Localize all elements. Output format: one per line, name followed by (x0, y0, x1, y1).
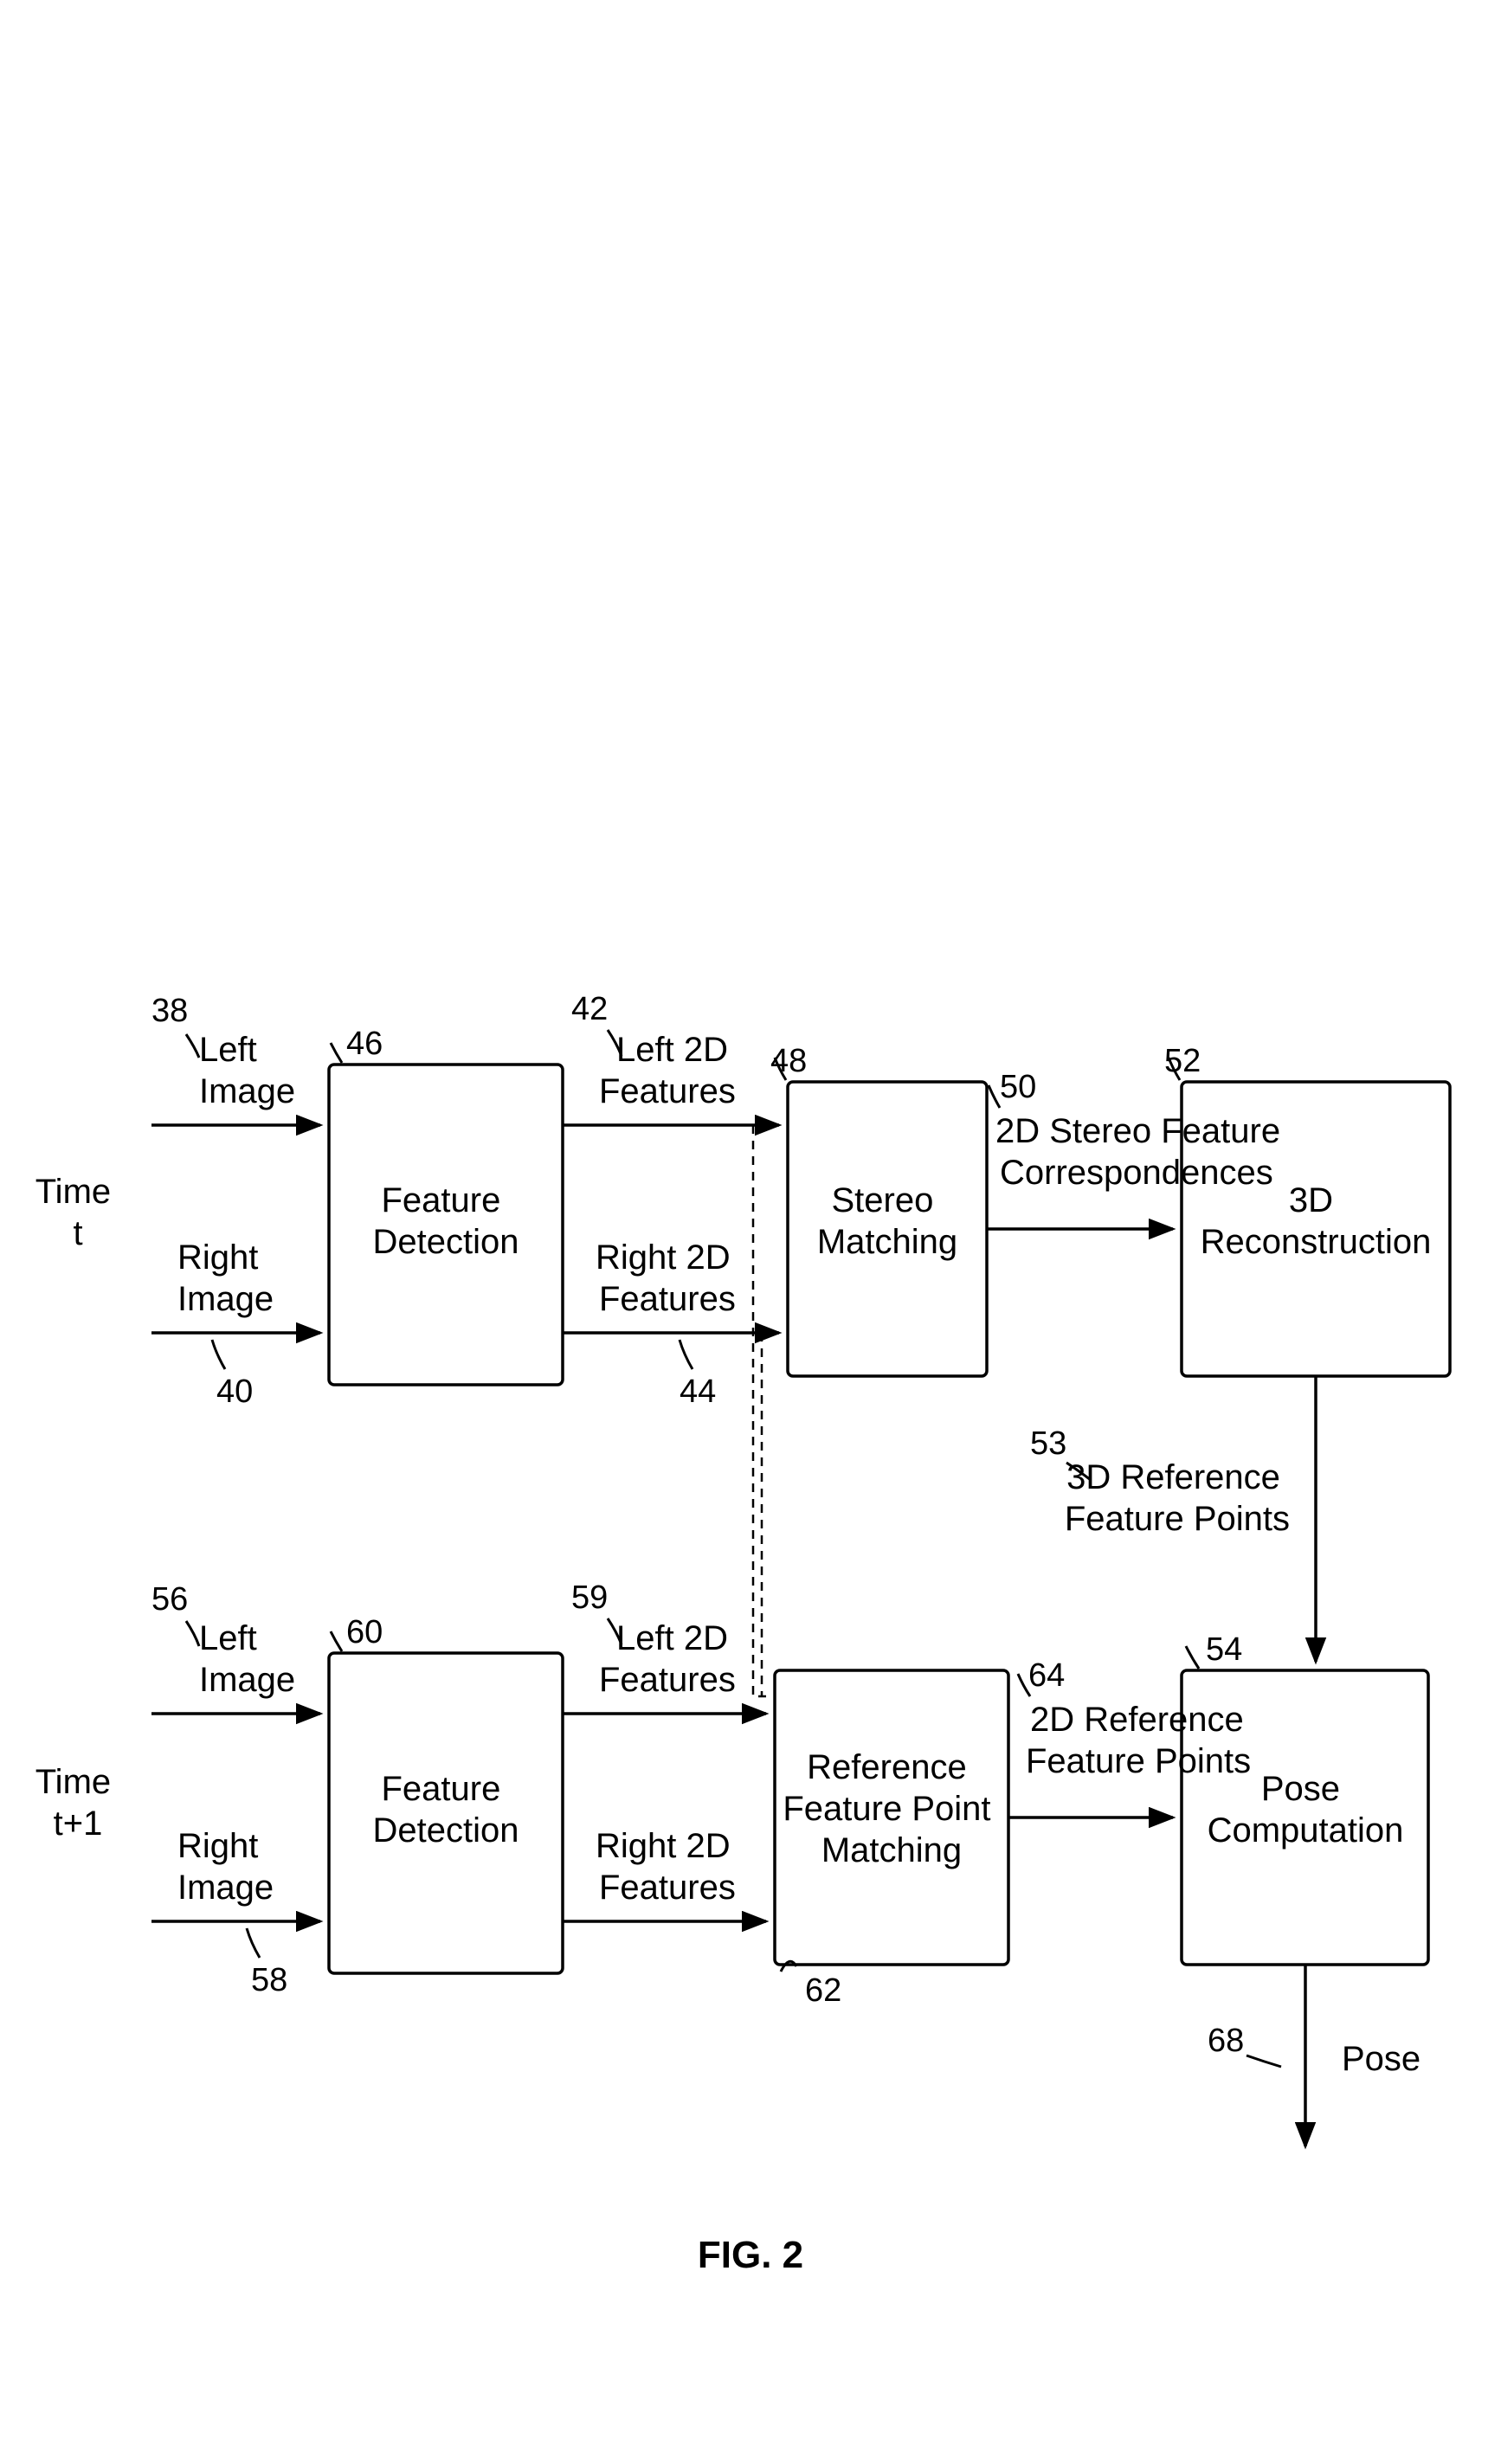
right2d-t1-label: Right 2D Features (596, 1827, 740, 1907)
ref-38-tick (186, 1034, 199, 1058)
ref-40: 40 (216, 1374, 253, 1410)
left-image-t1-label: Left Image (199, 1619, 295, 1699)
time-t-label: Time t (35, 1173, 121, 1252)
flowchart-svg: Time t Left Image 38 Right Image 40 Feat… (0, 0, 1501, 2464)
ref-58-tick (247, 1928, 260, 1958)
feature-detection-t1-text: Feature Detection (373, 1770, 519, 1850)
ref-68: 68 (1208, 2023, 1244, 2059)
ref-64: 64 (1028, 1657, 1065, 1694)
ref-60: 60 (346, 1614, 383, 1650)
figure-caption: FIG. 2 (698, 2234, 803, 2276)
ref-56-tick (186, 1621, 199, 1646)
right2d-t-label: Right 2D Features (596, 1238, 740, 1318)
ref3d-label: 3D Reference Feature Points (1065, 1458, 1290, 1538)
pose-computation-text: Pose Computation (1208, 1770, 1404, 1850)
time-t1-label: Time t+1 (35, 1763, 121, 1843)
ref-40-tick (212, 1340, 225, 1369)
stereo-corr-label: 2D Stereo Feature Correspondences (995, 1112, 1290, 1192)
feature-detection-t-text: Feature Detection (373, 1181, 519, 1261)
pose-label: Pose (1342, 2040, 1420, 2078)
ref2d-label: 2D Reference Feature Points (1026, 1701, 1253, 1780)
ref-62-tick (781, 1961, 796, 1972)
stereo-matching-text: Stereo Matching (817, 1181, 957, 1261)
ref-50-tick (989, 1085, 1000, 1108)
ref-68-tick (1247, 2055, 1281, 2067)
ref-59: 59 (571, 1579, 608, 1616)
ref-60-tick (331, 1631, 342, 1651)
ref-54: 54 (1206, 1631, 1242, 1668)
left-image-t-label: Left Image (199, 1031, 295, 1110)
ref-62: 62 (805, 1972, 841, 2009)
ref-50: 50 (1000, 1069, 1036, 1105)
ref-44-tick (680, 1340, 693, 1369)
dashed-left2d-to-refmatch (753, 1125, 766, 1696)
ref-58: 58 (251, 1962, 287, 1998)
left2d-t1-label: Left 2D Features (599, 1619, 738, 1699)
ref-42: 42 (571, 991, 608, 1027)
ref-54-tick (1186, 1646, 1199, 1669)
3d-reconstruction-text: 3D Reconstruction (1201, 1181, 1432, 1261)
ref-53: 53 (1030, 1425, 1066, 1462)
ref-38: 38 (151, 993, 188, 1029)
left2d-t-label: Left 2D Features (599, 1031, 738, 1110)
right-image-t1-label: Right Image (177, 1827, 274, 1907)
ref-46: 46 (346, 1026, 383, 1062)
ref-56: 56 (151, 1581, 188, 1618)
ref-46-tick (331, 1043, 342, 1063)
ref-44: 44 (680, 1374, 716, 1410)
ref-match-text: Reference Feature Point Matching (783, 1748, 1000, 1869)
right-image-t-label: Right Image (177, 1238, 274, 1318)
